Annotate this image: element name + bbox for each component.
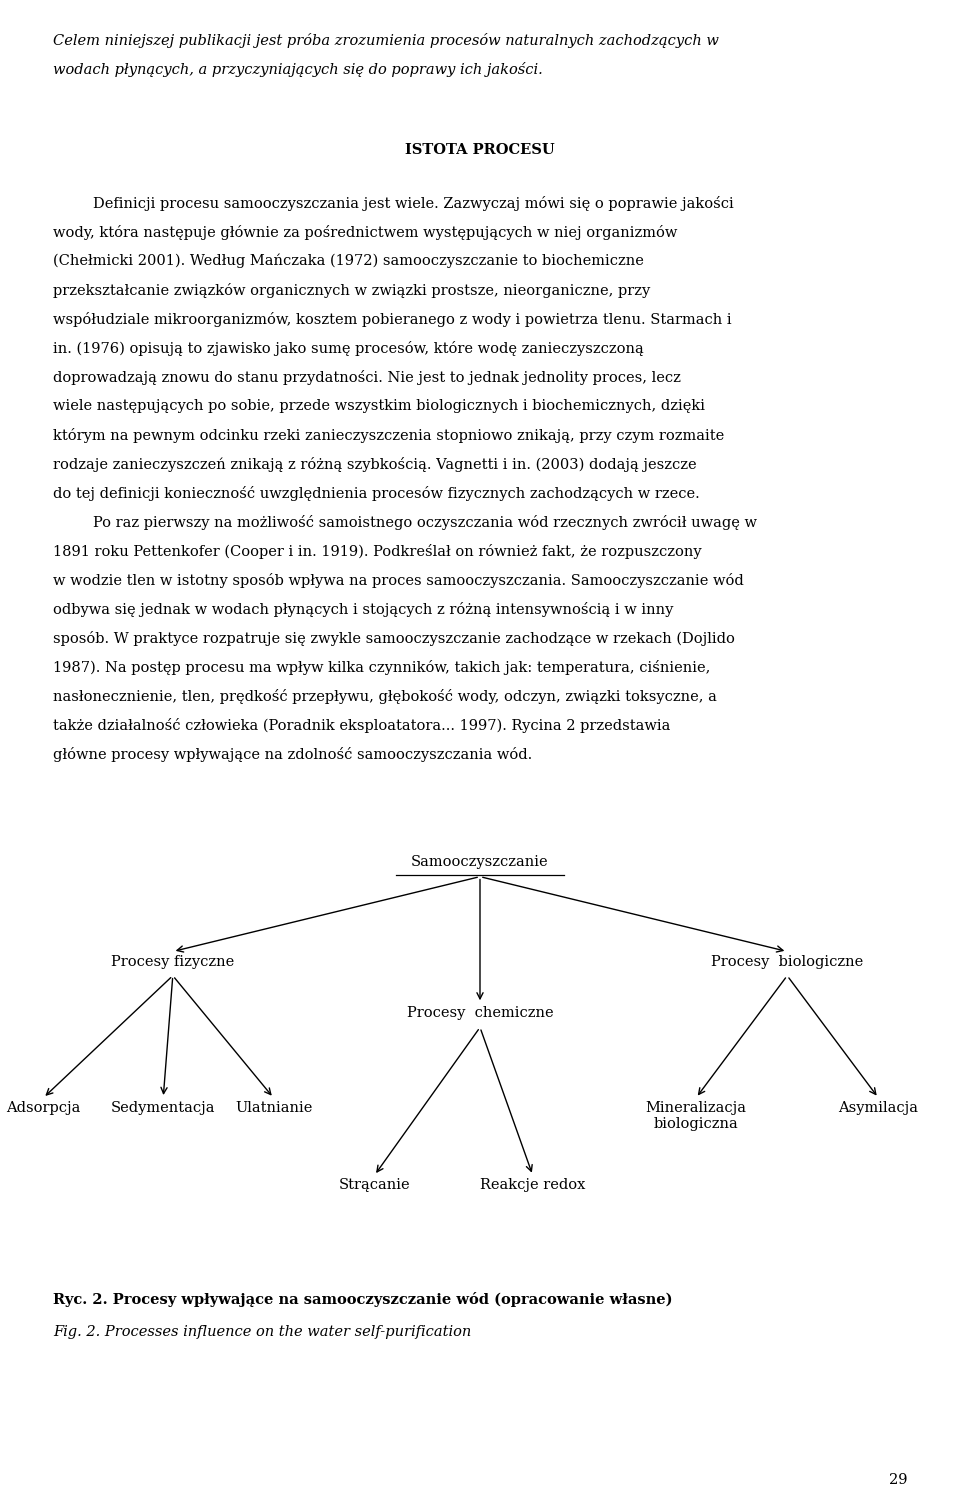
- Text: Ulatnianie: Ulatnianie: [235, 1102, 312, 1115]
- Text: wodach płynących, a przyczyniających się do poprawy ich jakości.: wodach płynących, a przyczyniających się…: [53, 62, 542, 77]
- Text: rodzaje zanieczyszczeń znikają z różną szybkością. Vagnetti i in. (2003) dodają : rodzaje zanieczyszczeń znikają z różną s…: [53, 456, 696, 471]
- Text: Reakcje redox: Reakcje redox: [480, 1179, 586, 1192]
- Text: współudziale mikroorganizmów, kosztem pobieranego z wody i powietrza tlenu. Star: współudziale mikroorganizmów, kosztem po…: [53, 311, 732, 326]
- Text: sposób. W praktyce rozpatruje się zwykle samooczyszczanie zachodzące w rzekach (: sposób. W praktyce rozpatruje się zwykle…: [53, 632, 734, 645]
- Text: którym na pewnym odcinku rzeki zanieczyszczenia stopniowo znikają, przy czym roz: którym na pewnym odcinku rzeki zanieczys…: [53, 428, 724, 443]
- Text: do tej definicji konieczność uwzględnienia procesów fizycznych zachodzących w rz: do tej definicji konieczność uwzględnien…: [53, 487, 700, 500]
- Text: doprowadzają znowu do stanu przydatności. Nie jest to jednak jednolity proces, l: doprowadzają znowu do stanu przydatności…: [53, 370, 681, 385]
- Text: Po raz pierwszy na możliwość samoistnego oczyszczania wód rzecznych zwrócił uwag: Po raz pierwszy na możliwość samoistnego…: [93, 515, 757, 530]
- Text: wiele następujących po sobie, przede wszystkim biologicznych i biochemicznych, d: wiele następujących po sobie, przede wsz…: [53, 399, 705, 413]
- Text: (Chełmicki 2001). Według Mańczaka (1972) samooczyszczanie to biochemiczne: (Chełmicki 2001). Według Mańczaka (1972)…: [53, 254, 643, 269]
- Text: Fig. 2. Processes influence on the water self-purification: Fig. 2. Processes influence on the water…: [53, 1325, 471, 1339]
- Text: Strącanie: Strącanie: [339, 1179, 410, 1192]
- Text: odbywa się jednak w wodach płynących i stojących z różną intensywnością i w inny: odbywa się jednak w wodach płynących i s…: [53, 601, 673, 616]
- Text: Asymilacja: Asymilacja: [838, 1102, 919, 1115]
- Text: 29: 29: [889, 1473, 907, 1487]
- Text: Procesy fizyczne: Procesy fizyczne: [111, 955, 234, 969]
- Text: Sedymentacja: Sedymentacja: [111, 1102, 215, 1115]
- Text: in. (1976) opisują to zjawisko jako sumę procesów, które wodę zanieczyszczoną: in. (1976) opisują to zjawisko jako sumę…: [53, 341, 643, 355]
- Text: Celem niniejszej publikacji jest próba zrozumienia procesów naturalnych zachodzą: Celem niniejszej publikacji jest próba z…: [53, 33, 719, 48]
- Text: Mineralizacja
biologiczna: Mineralizacja biologiczna: [645, 1102, 747, 1132]
- Text: Procesy  chemiczne: Procesy chemiczne: [407, 1006, 553, 1020]
- Text: także działalność człowieka (Poradnik eksploatatora... 1997). Rycina 2 przedstaw: także działalność człowieka (Poradnik ek…: [53, 718, 670, 733]
- Text: ISTOTA PROCESU: ISTOTA PROCESU: [405, 144, 555, 157]
- Text: Definicji procesu samooczyszczania jest wiele. Zazwyczaj mówi się o poprawie jak: Definicji procesu samooczyszczania jest …: [93, 196, 733, 210]
- Text: główne procesy wpływające na zdolność samooczyszczania wód.: główne procesy wpływające na zdolność sa…: [53, 746, 532, 762]
- Text: Procesy  biologiczne: Procesy biologiczne: [711, 955, 863, 969]
- Text: Ryc. 2. Procesy wpływające na samooczyszczanie wód (opracowanie własne): Ryc. 2. Procesy wpływające na samooczysz…: [53, 1292, 672, 1307]
- Text: w wodzie tlen w istotny sposób wpływa na proces samooczyszczania. Samooczyszczan: w wodzie tlen w istotny sposób wpływa na…: [53, 573, 744, 588]
- Text: 1891 roku Pettenkofer (Cooper i in. 1919). Podkreślał on również fakt, że rozpus: 1891 roku Pettenkofer (Cooper i in. 1919…: [53, 544, 702, 559]
- Text: wody, która następuje głównie za pośrednictwem występujących w niej organizmów: wody, która następuje głównie za pośredn…: [53, 225, 677, 240]
- Text: nasłonecznienie, tlen, prędkość przepływu, głębokość wody, odczyn, związki toksy: nasłonecznienie, tlen, prędkość przepływ…: [53, 689, 717, 704]
- Text: przekształcanie związków organicznych w związki prostsze, nieorganiczne, przy: przekształcanie związków organicznych w …: [53, 283, 650, 298]
- Text: Adsorpcja: Adsorpcja: [6, 1102, 81, 1115]
- Text: Samooczyszczanie: Samooczyszczanie: [411, 855, 549, 869]
- Text: 1987). Na postęp procesu ma wpływ kilka czynników, takich jak: temperatura, ciśn: 1987). Na postęp procesu ma wpływ kilka …: [53, 660, 710, 675]
